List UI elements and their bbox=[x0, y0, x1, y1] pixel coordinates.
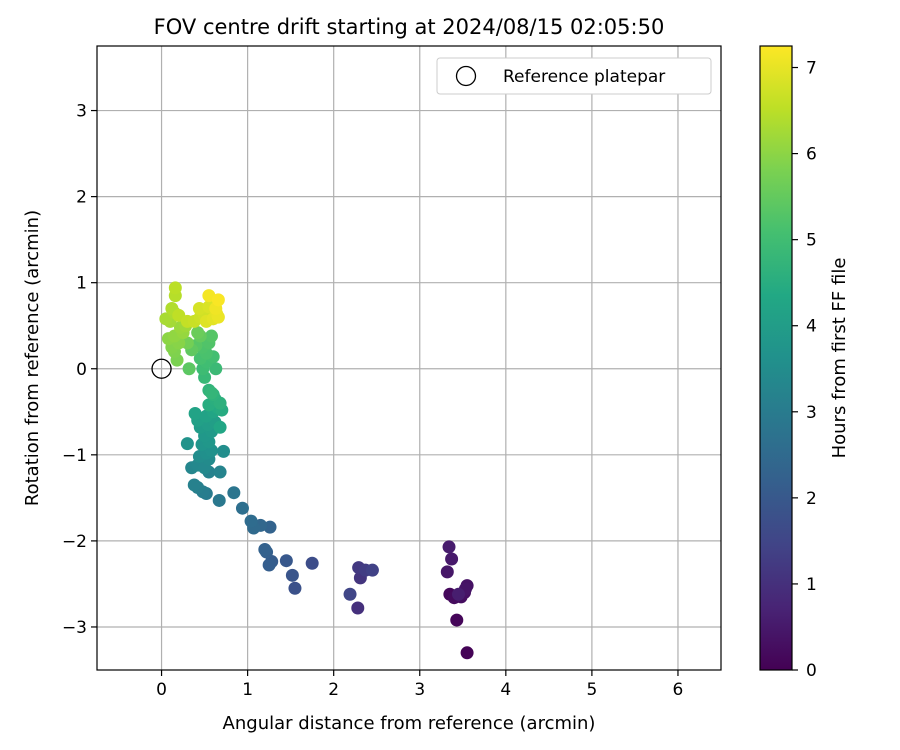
scatter-point bbox=[188, 407, 202, 421]
scatter-point bbox=[211, 293, 225, 307]
scatter-point bbox=[343, 587, 357, 601]
x-tick-label: 4 bbox=[500, 680, 511, 700]
scatter-point bbox=[191, 326, 205, 340]
y-tick-label: −1 bbox=[62, 446, 87, 466]
scatter-point bbox=[235, 501, 249, 515]
scatter-point bbox=[262, 558, 276, 572]
colorbar: 0 1 2 3 4 5 6 7 Hours from first FF file bbox=[759, 45, 850, 681]
scatter-point bbox=[187, 478, 201, 492]
x-tick-label: 3 bbox=[414, 680, 425, 700]
scatter-point bbox=[217, 444, 231, 458]
y-axis-label: Rotation from reference (arcmin) bbox=[22, 210, 43, 506]
y-axis-ticks: −3 −2 −1 0 1 2 3 bbox=[62, 102, 97, 638]
scatter-point bbox=[204, 386, 218, 400]
colorbar-tick-label: 2 bbox=[806, 489, 817, 509]
scatter-point bbox=[180, 437, 194, 451]
scatter-point bbox=[440, 565, 454, 579]
scatter-point bbox=[213, 420, 227, 434]
y-tick-label: 2 bbox=[76, 188, 87, 208]
y-tick-label: 3 bbox=[76, 102, 87, 122]
x-axis-ticks: 0 1 2 3 4 5 6 bbox=[156, 670, 683, 700]
x-tick-label: 5 bbox=[586, 680, 597, 700]
x-tick-label: 6 bbox=[673, 680, 684, 700]
data-points bbox=[151, 281, 474, 660]
scatter-point bbox=[285, 568, 299, 582]
y-tick-label: −3 bbox=[62, 618, 87, 638]
scatter-point bbox=[204, 329, 218, 343]
colorbar-tick-label: 6 bbox=[806, 145, 817, 165]
y-tick-label: −2 bbox=[62, 532, 87, 552]
scatter-point bbox=[213, 465, 227, 479]
colorbar-gradient bbox=[759, 45, 793, 671]
x-tick-label: 0 bbox=[156, 680, 167, 700]
colorbar-tick-label: 4 bbox=[806, 317, 817, 337]
plot-frame bbox=[96, 45, 722, 671]
colorbar-label: Hours from first FF file bbox=[829, 258, 850, 459]
scatter-point bbox=[305, 556, 319, 570]
legend-box bbox=[436, 57, 712, 95]
scatter-point bbox=[279, 554, 293, 568]
colorbar-tick-label: 7 bbox=[806, 59, 817, 79]
scatter-point bbox=[442, 540, 456, 554]
y-tick-label: 0 bbox=[76, 360, 87, 380]
x-tick-label: 1 bbox=[242, 680, 253, 700]
legend: Reference platepar bbox=[436, 57, 712, 95]
x-axis-label: Angular distance from reference (arcmin) bbox=[223, 713, 596, 734]
scatter-point bbox=[288, 581, 302, 595]
colorbar-tick-label: 1 bbox=[806, 575, 817, 595]
legend-label-reference: Reference platepar bbox=[503, 67, 665, 87]
colorbar-tick-label: 0 bbox=[806, 661, 817, 681]
scatter-point bbox=[450, 613, 464, 627]
legend-marker-reference bbox=[455, 65, 477, 87]
reference-platepar-marker bbox=[151, 358, 172, 379]
x-tick-label: 2 bbox=[328, 680, 339, 700]
scatter-point bbox=[351, 601, 365, 615]
scatter-point bbox=[212, 493, 226, 507]
y-tick-label: 1 bbox=[76, 274, 87, 294]
colorbar-tick-label: 3 bbox=[806, 403, 817, 423]
scatter-point bbox=[244, 514, 258, 528]
colorbar-ticks: 0 1 2 3 4 5 6 7 bbox=[792, 59, 817, 681]
scatter-point bbox=[445, 552, 459, 566]
chart-title: FOV centre drift starting at 2024/08/15 … bbox=[154, 15, 665, 39]
scatter-point bbox=[227, 486, 241, 500]
scatter-point bbox=[365, 563, 379, 577]
scatter-point bbox=[168, 281, 182, 295]
scatter-point bbox=[451, 587, 465, 601]
scatter-point bbox=[209, 362, 223, 376]
grid bbox=[97, 46, 721, 670]
scatter-point bbox=[182, 362, 196, 376]
colorbar-tick-label: 5 bbox=[806, 231, 817, 251]
scatter-point bbox=[460, 646, 474, 660]
scatter-point bbox=[258, 543, 272, 557]
